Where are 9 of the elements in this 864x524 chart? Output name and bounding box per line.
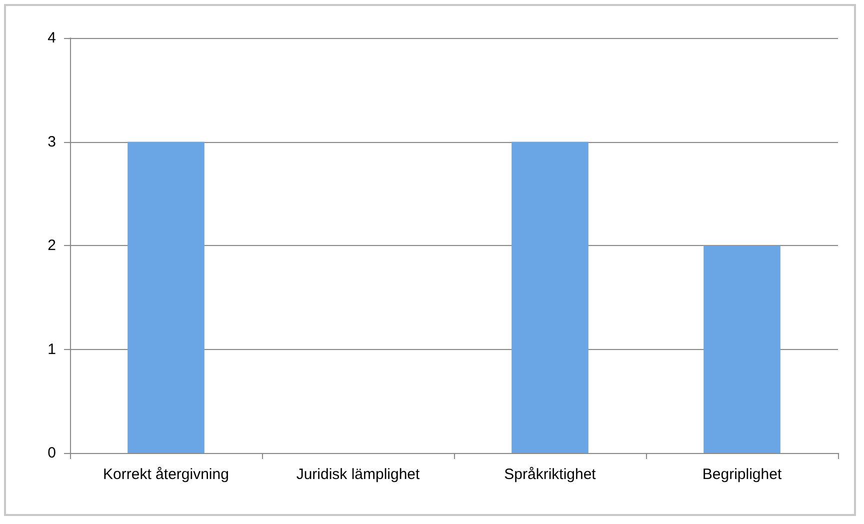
y-tick-label: 3 <box>48 133 56 150</box>
x-tick-label: Språkriktighet <box>504 466 597 483</box>
y-tick-label: 4 <box>48 30 56 46</box>
x-tick-label: Juridisk lämplighet <box>296 466 421 483</box>
y-tick-label: 0 <box>48 444 56 462</box>
y-tick-label: 2 <box>48 237 56 254</box>
x-tick-label: Korrekt återgivning <box>103 466 229 483</box>
y-tick-label: 1 <box>48 340 56 358</box>
x-tick-label: Begriplighet <box>702 466 782 483</box>
